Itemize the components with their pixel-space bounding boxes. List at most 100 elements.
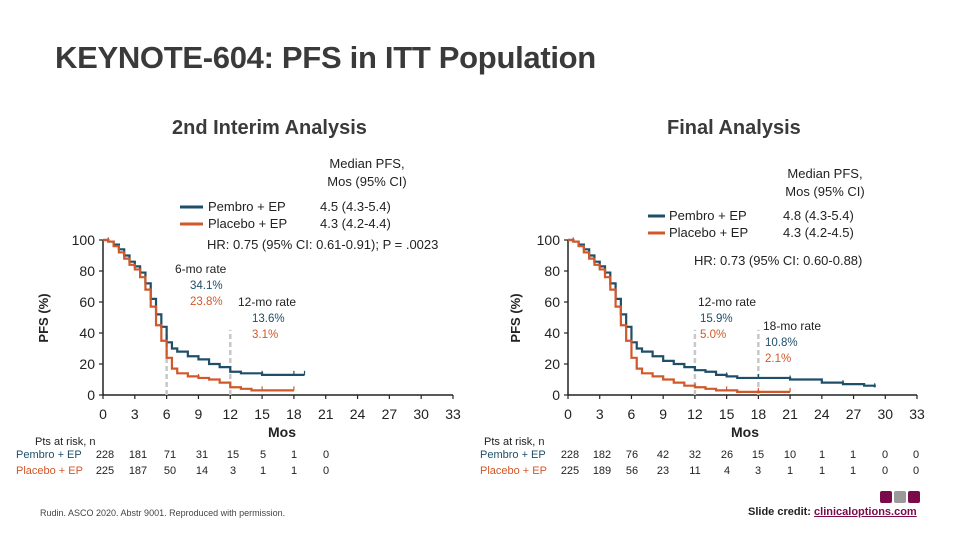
chart0-y-tick-label: 40 (79, 325, 95, 341)
chart1-annotation-pembro-value: 10.8% (765, 337, 798, 349)
chart1-at-risk-row-label: Pembro + EP (480, 449, 546, 461)
chart0-at-risk-value: 228 (96, 449, 114, 461)
chart0-legend-median: 4.5 (4.3-5.4) (320, 199, 391, 214)
chart1-at-risk-value: 1 (850, 465, 856, 477)
chart1-at-risk-value: 0 (882, 465, 888, 477)
chart0-x-tick-label: 9 (195, 406, 203, 422)
chart1-at-risk-header: Pts at risk, n (484, 436, 545, 448)
chart0-at-risk-value: 71 (164, 449, 176, 461)
chart0-y-tick-label: 20 (79, 356, 95, 372)
chart0-x-tick-label: 21 (318, 406, 334, 422)
chart0-legend-median: 4.3 (4.2-4.4) (320, 216, 391, 231)
chart0-x-tick-label: 18 (286, 406, 302, 422)
chart1-at-risk-value: 15 (752, 449, 764, 461)
chart1-x-tick-label: 18 (751, 406, 767, 422)
chart1-legend-header-line1: Median PFS, (787, 166, 862, 181)
credit-link[interactable]: clinicaloptions.com (814, 506, 917, 518)
chart1-at-risk-value: 4 (724, 465, 730, 477)
chart1-at-risk-value: 1 (850, 449, 856, 461)
chart1-annotation-label: 12-mo rate (698, 295, 756, 309)
chart0-x-tick-label: 27 (382, 406, 398, 422)
chart0-x-tick-label: 24 (350, 406, 366, 422)
chart0-x-tick-label: 0 (99, 406, 107, 422)
chart0-at-risk-value: 0 (323, 449, 329, 461)
slide-title: KEYNOTE-604: PFS in ITT Population (55, 40, 596, 75)
chart0-annotation-pembro-value: 34.1% (190, 280, 223, 292)
chart1-x-tick-label: 12 (687, 406, 703, 422)
chart1-at-risk-value: 56 (626, 465, 638, 477)
chart0-x-tick-label: 12 (222, 406, 238, 422)
chart0-y-tick-label: 60 (79, 294, 95, 310)
chart0-y-tick-label: 100 (72, 232, 96, 248)
chart1-at-risk-value: 42 (657, 449, 669, 461)
chart1-hazard-ratio: HR: 0.73 (95% CI: 0.60-0.88) (694, 253, 862, 268)
chart1-y-tick-label: 40 (544, 325, 560, 341)
chart0-legend-header-line2: Mos (95% CI) (327, 174, 406, 189)
chart1-x-tick-label: 15 (719, 406, 735, 422)
chart0-x-tick-label: 30 (413, 406, 429, 422)
chart0-x-axis-label: Mos (268, 424, 296, 440)
chart1-at-risk-value: 32 (689, 449, 701, 461)
chart1-x-tick-label: 33 (909, 406, 925, 422)
chart0-y-axis-label: PFS (%) (36, 293, 51, 342)
chart1-at-risk-value: 11 (689, 465, 700, 477)
chart1-at-risk-value: 26 (721, 449, 733, 461)
chart1-x-axis-label: Mos (731, 424, 759, 440)
chart0-legend-header-line1: Median PFS, (329, 156, 404, 171)
chart1-at-risk-value: 189 (593, 465, 611, 477)
chart1-y-axis-label: PFS (%) (508, 293, 523, 342)
chart0-at-risk-value: 225 (96, 465, 114, 477)
chart0-annotation-placebo-value: 23.8% (190, 296, 223, 308)
chart0-at-risk-value: 1 (291, 465, 297, 477)
chart0-legend-series-name: Pembro + EP (208, 199, 286, 214)
chart1-x-tick-label: 9 (659, 406, 667, 422)
chart1-annotation-pembro-value: 15.9% (700, 313, 733, 325)
panel-title-final: Final Analysis (667, 117, 801, 139)
chart1-at-risk-value: 225 (561, 465, 579, 477)
chart1-annotation-placebo-value: 5.0% (700, 329, 726, 341)
chart1-at-risk-value: 23 (657, 465, 669, 477)
chart0-at-risk-value: 1 (260, 465, 266, 477)
chart0-hazard-ratio: HR: 0.75 (95% CI: 0.61-0.91); P = .0023 (207, 237, 438, 252)
chart1-y-tick-label: 20 (544, 356, 560, 372)
chart0-at-risk-value: 5 (260, 449, 266, 461)
chart1-at-risk-value: 1 (787, 465, 793, 477)
chart0-at-risk-value: 15 (227, 449, 239, 461)
chart1-legend-median: 4.8 (4.3-5.4) (783, 208, 854, 223)
chart1-at-risk-value: 182 (593, 449, 611, 461)
chart1-at-risk-value: 10 (784, 449, 796, 461)
chart0-y-tick-label: 0 (87, 387, 95, 403)
chart1-at-risk-value: 0 (913, 465, 919, 477)
chart0-at-risk-row-label: Pembro + EP (16, 449, 82, 461)
chart1-x-tick-label: 21 (782, 406, 798, 422)
chart1-at-risk-value: 228 (561, 449, 579, 461)
chart1-at-risk-value: 1 (819, 465, 825, 477)
chart0-at-risk-value: 31 (196, 449, 208, 461)
chart1-at-risk-value: 76 (626, 449, 638, 461)
chart1-x-tick-label: 30 (877, 406, 893, 422)
chart1-annotation-label: 18-mo rate (763, 319, 821, 333)
chart1-legend-header-line2: Mos (95% CI) (785, 184, 864, 199)
chart1-legend-series-name: Placebo + EP (669, 225, 748, 240)
chart0-at-risk-value: 1 (291, 449, 297, 461)
chart0-at-risk-value: 3 (230, 465, 236, 477)
chart0-annotation-placebo-value: 3.1% (252, 329, 278, 341)
chart0-x-tick-label: 3 (131, 406, 139, 422)
chart1-x-tick-label: 24 (814, 406, 830, 422)
chart1-placebo-curve (568, 238, 791, 393)
chart1-annotation-placebo-value: 2.1% (765, 353, 791, 365)
chart0-x-tick-label: 33 (445, 406, 461, 422)
chart0-at-risk-value: 50 (164, 465, 176, 477)
chart1-at-risk-value: 0 (913, 449, 919, 461)
chart1-at-risk-row-label: Placebo + EP (480, 465, 547, 477)
source-citation: Rudin. ASCO 2020. Abstr 9001. Reproduced… (40, 508, 286, 518)
chart0-annotation-label: 12-mo rate (238, 295, 296, 309)
chart1-legend-median: 4.3 (4.2-4.5) (783, 225, 854, 240)
chart1-x-tick-label: 0 (564, 406, 572, 422)
chart0-y-tick-label: 80 (79, 263, 95, 279)
chart0-legend-series-name: Placebo + EP (208, 216, 287, 231)
chart1-legend-series-name: Pembro + EP (669, 208, 747, 223)
chart1-x-tick-label: 3 (596, 406, 604, 422)
cco-logo (880, 490, 922, 503)
